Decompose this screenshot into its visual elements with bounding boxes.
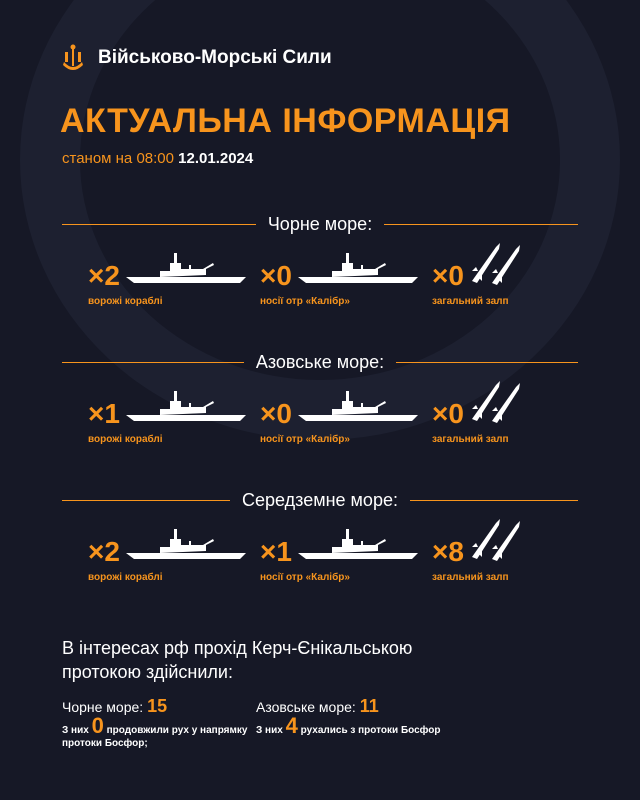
stat-item: ×0 загальний залп	[406, 381, 578, 445]
org-name: Військово-Морські Сили	[98, 47, 332, 68]
stat-label: ворожі кораблі	[88, 296, 163, 307]
divider	[409, 499, 578, 501]
stat-count: ×2	[88, 536, 120, 567]
divider	[62, 223, 256, 225]
date-line: станом на 08:00 12.01.2024	[62, 150, 253, 167]
sea-section: Азовське море: ×1 ворожі кораблі ×0 носії от…	[62, 350, 578, 445]
black-sea-passage: Чорне море: 15 З них 0 продовжили рух у …	[62, 696, 256, 750]
header: Військово-Морські Сили	[62, 44, 332, 72]
sea-name: Середземне море:	[242, 489, 398, 510]
stat-item: ×0 носії отр «Калібр»	[234, 386, 418, 445]
stat-count: ×8	[432, 536, 464, 567]
stat-item: ×2 ворожі кораблі	[62, 524, 246, 583]
stat-count: ×2	[88, 260, 120, 291]
warship-icon	[297, 251, 418, 290]
warship-icon	[297, 527, 418, 566]
divider	[62, 361, 244, 363]
stat-label: носії отр «Калібр»	[260, 572, 350, 583]
post: продовжили рух у напрямку протоки Босфор…	[62, 725, 248, 749]
label: Азовське море:	[256, 699, 356, 715]
stat-item: ×8 загальний залп	[406, 519, 578, 583]
stat-count: ×0	[432, 260, 464, 291]
stat-label: ворожі кораблі	[88, 572, 163, 583]
stat-label: загальний залп	[432, 296, 509, 307]
missiles-icon	[470, 241, 530, 290]
stat-count: ×0	[260, 260, 292, 291]
num: 4	[285, 713, 298, 738]
stat-item: ×1 ворожі кораблі	[62, 386, 246, 445]
pre: З них	[256, 725, 283, 736]
passage-text: В інтересах рф прохід Керч-Єнікальською …	[62, 638, 413, 682]
passage-section: В інтересах рф прохід Керч-Єнікальською …	[62, 636, 578, 750]
warship-icon	[125, 251, 246, 290]
stat-label: загальний залп	[432, 572, 509, 583]
azov-sea-passage: Азовське море: 11 З них 4 рухались з про…	[256, 696, 516, 750]
warship-icon	[125, 527, 246, 566]
stat-count: ×0	[432, 398, 464, 429]
warship-icon	[125, 389, 246, 428]
missiles-icon	[470, 379, 530, 428]
trident-anchor-icon	[63, 44, 83, 70]
post: рухались з протоки Босфор	[300, 725, 441, 736]
stat-item: ×2 ворожі кораблі	[62, 248, 246, 307]
warship-icon	[297, 389, 418, 428]
stat-count: ×1	[88, 398, 120, 429]
sea-section: Чорне море: ×2 ворожі кораблі ×0 носії отр «…	[62, 212, 579, 307]
sea-name: Чорне море:	[267, 213, 373, 234]
stat-count: ×1	[260, 536, 292, 567]
pre: З них	[62, 725, 89, 736]
stat-item: ×0 носії отр «Калібр»	[234, 248, 418, 307]
stat-label: носії отр «Калібр»	[260, 296, 350, 307]
stat-item: ×0 загальний залп	[406, 243, 578, 307]
sea-name: Азовське море:	[255, 351, 385, 372]
page-title: АКТУАЛЬНА ІНФОРМАЦІЯ	[60, 102, 511, 140]
divider	[62, 499, 231, 501]
stat-count: ×0	[260, 398, 292, 429]
stat-label: загальний залп	[432, 434, 509, 445]
sea-section: Середземне море: ×2 ворожі кораблі ×1 носії …	[62, 488, 578, 583]
stat-label: ворожі кораблі	[88, 434, 163, 445]
value: 15	[147, 696, 168, 716]
missiles-icon	[470, 517, 530, 566]
num: 0	[91, 713, 104, 738]
value: 11	[359, 696, 379, 716]
date-prefix: станом на 08:00	[62, 150, 174, 167]
divider	[396, 361, 578, 363]
label: Чорне море:	[62, 699, 144, 715]
divider	[384, 223, 579, 225]
stat-item: ×1 носії отр «Калібр»	[234, 524, 418, 583]
date-value: 12.01.2024	[178, 150, 254, 167]
stat-label: носії отр «Калібр»	[260, 434, 350, 445]
